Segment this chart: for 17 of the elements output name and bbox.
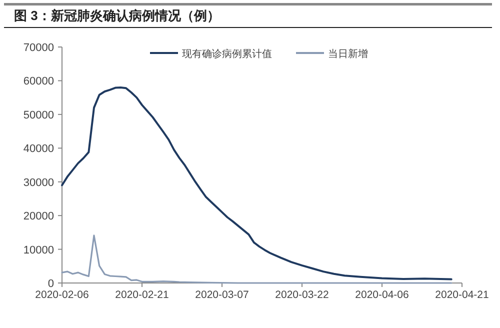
- y-tick-label: 70000: [23, 42, 54, 54]
- x-tick-label: 2020-03-22: [275, 289, 330, 301]
- x-tick-label: 2020-03-07: [195, 289, 250, 301]
- y-tick-label: 40000: [23, 143, 54, 156]
- x-tick-label: 2020-02-06: [35, 289, 90, 301]
- legend-label: 现有确诊病例累计值: [182, 48, 272, 60]
- y-tick-label: 60000: [23, 76, 54, 88]
- x-tick-label: 2020-04-06: [355, 289, 410, 301]
- y-tick-label: 10000: [23, 244, 54, 256]
- x-tick-label: 2020-02-21: [115, 289, 170, 301]
- x-tick-label: 2020-04-21: [435, 289, 490, 301]
- y-tick-label: 50000: [23, 109, 54, 122]
- y-tick-label: 30000: [23, 176, 54, 189]
- y-tick-label: 20000: [23, 210, 54, 223]
- chart-title: 图 3：新冠肺炎确认病例情况（例）: [14, 8, 220, 23]
- legend-label: 当日新增: [328, 48, 368, 60]
- y-tick-label: 0: [48, 278, 54, 290]
